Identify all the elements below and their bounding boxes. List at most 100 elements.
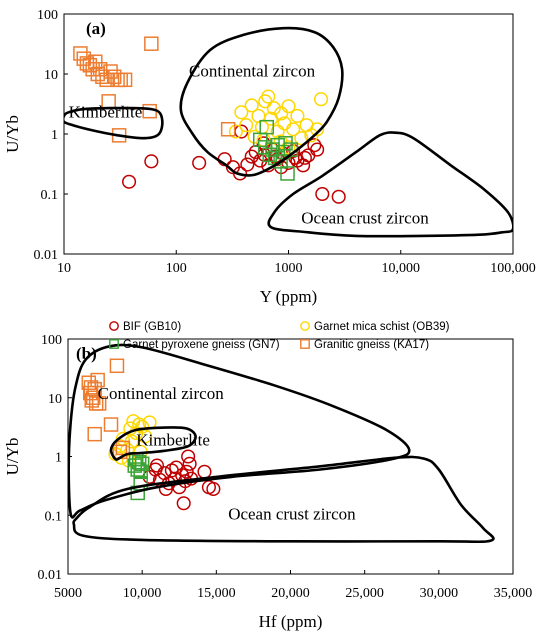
panel-b-garnet-pyroxene-gneiss-gn7-point [131,454,147,470]
panel-b-granitic-gneiss-ka17-point [103,417,119,432]
panel-a-garnet-mica-schist-ob39-point [314,92,329,107]
legend-item-granitic-gneiss-ka17: Granitic gneiss (KA17) [300,339,429,351]
panel-a-granitic-gneiss-ka17-point [144,36,159,51]
panel-b-x-tick-label: 20,000 [271,586,310,601]
panel-b-bif-gb10-point [169,460,184,475]
legend-label-garnet-pyroxene-gneiss-gn7: Garnet pyroxene gneiss (GN7) [123,339,280,351]
legend-item-bif-gb10: BIF (GB10) [109,321,181,333]
panel-b-granitic-gneiss-ka17-point [115,440,131,456]
panel-b: Continental zircon Kimberlite Ocean crust … [3,333,532,631]
panel-a-garnet-pyroxene-gneiss-gn7-point [280,166,295,181]
panel-a-garnet-mica-schist-ob39-point [228,124,243,139]
panel-a-granitic-gneiss-ka17-point [117,72,133,88]
panel-b-bif-gb10-point [181,449,196,464]
panel-a-garnet-mica-schist-ob39-point [234,105,249,120]
panel-a-label: (a) [86,19,106,38]
panel-a-region-label-kimberlite: Kimberlite [69,102,143,121]
panel-b-granitic-gneiss-ka17-point [87,426,102,442]
panel-b-bif-gb10-point [176,496,191,511]
panel-a-data-markers [73,36,346,204]
panel-a-bif-gb10-point [122,174,137,189]
panel-a-bif-gb10-point [286,143,301,159]
legend-marker-bif-gb10 [109,321,119,331]
panel-a-garnet-mica-schist-ob39-point [247,129,262,144]
panel-b-y-tick-label: 0.1 [45,509,63,524]
panel-b-x-tick-label: 5000 [54,586,82,601]
panel-a-y-tick-label: 100 [37,8,58,23]
panel-a-region-label-continental-zircon: Continental zircon [189,62,316,81]
panel-b-region-continental-zircon-outline [68,343,411,519]
panel-b-x-tick-label: 35,000 [494,586,533,601]
panel-b-region-kimberlite-outline [109,426,197,461]
legend-label-bif-gb10: BIF (GB10) [123,321,181,333]
panel-b-region-label-kimberlite: Kimberlite [136,430,210,449]
panel-a-granitic-gneiss-ka17-point [85,61,100,77]
panel-a-granitic-gneiss-ka17-point [95,69,110,84]
panel-b-granitic-gneiss-ka17-point [91,396,107,411]
panel-a-y-tick-label: 1 [51,128,58,143]
panel-b-garnet-mica-schist-ob39-point [135,419,150,434]
panel-a-y-tick-label: 0.1 [41,188,59,203]
panel-b-bif-gb10-point [206,481,221,497]
panel-b-y-tick-label: 100 [41,333,62,348]
panel-a-garnet-mica-schist-ob39-point [261,89,276,104]
panel-a-region-ocean-crust-zircon-outline [267,131,513,238]
panel-a: Continental zircon Kimberlite Ocean crust … [3,8,536,306]
panel-a-granitic-gneiss-ka17-point [99,72,114,88]
panel-a-bif-gb10-point [310,142,325,157]
panel-b-garnet-mica-schist-ob39-point [132,417,147,432]
panel-b-garnet-mica-schist-ob39-point [138,429,153,444]
panel-a-bif-gb10-point [144,154,159,169]
panel-a-garnet-pyroxene-gneiss-gn7-point [259,119,274,135]
panel-a-garnet-mica-schist-ob39-point [294,131,309,146]
panel-a-x-tick-label: 10,000 [382,261,421,276]
panel-a-garnet-mica-schist-ob39-point [274,106,289,121]
panel-a-x-axis-label: Y (ppm) [260,287,317,306]
panel-a-regions [64,26,513,238]
panel-b-x-tick-label: 15,000 [197,586,236,601]
legend-label-garnet-mica-schist-ob39: Garnet mica schist (OB39) [314,321,450,333]
panel-a-bif-gb10-point [192,155,207,170]
legend-marker-garnet-pyroxene-gneiss-gn7 [109,339,119,349]
panel-a-garnet-mica-schist-ob39-point [286,122,301,137]
panel-a-y-axis-label: U/Yb [3,115,22,153]
panel-b-garnet-pyroxene-gneiss-gn7-point [134,456,150,472]
panel-b-bif-gb10-point [149,458,165,473]
legend-marker-garnet-mica-schist-ob39 [300,321,310,331]
panel-a-y-tick-label: 10 [44,68,58,83]
panel-a-bif-gb10-point [240,157,255,172]
panel-a-garnet-mica-schist-ob39-point [266,101,281,116]
panel-a-x-tick-label: 10 [57,261,71,276]
panel-a-bif-gb10-point [315,186,330,202]
panel-a-y-tick-label: 0.01 [34,248,59,263]
panel-a-granitic-gneiss-ka17-point [82,57,98,73]
panel-b-regions [68,343,495,544]
panel-a-region-continental-zircon-outline [179,26,344,177]
panel-a-region-kimberlite-outline [64,106,164,140]
panel-a-granitic-gneiss-ka17-point [88,54,103,70]
panel-a-garnet-mica-schist-ob39-point [290,108,305,123]
panel-a-bif-gb10-point [232,166,248,181]
legend: BIF (GB10) Garnet mica schist (OB39) Garne… [109,321,450,351]
panel-b-y-axis-label: U/Yb [3,438,22,476]
legend-item-garnet-pyroxene-gneiss-gn7: Garnet pyroxene gneiss (GN7) [109,339,280,351]
panel-b-garnet-pyroxene-gneiss-gn7-point [130,462,145,477]
panel-a-x-tick-label: 1000 [275,261,303,276]
panel-b-bif-gb10-point [182,456,197,471]
panel-a-bif-gb10-point [297,150,312,165]
panel-b-granitic-gneiss-ka17-point [87,381,102,397]
panel-a-garnet-mica-schist-ob39-point [281,99,296,114]
panel-a-granitic-gneiss-ka17-point [220,121,236,137]
panel-b-granitic-gneiss-ka17-point [90,372,105,388]
panel-b-granitic-gneiss-ka17-point [109,358,125,374]
panel-b-bif-gb10-point [197,464,212,479]
panel-a-bif-gb10-point [331,189,346,204]
panel-b-x-tick-label: 10,000 [123,586,162,601]
panel-b-granitic-gneiss-ka17-point [84,393,99,408]
panel-b-garnet-pyroxene-gneiss-gn7-point [133,464,148,480]
panel-b-x-tick-label: 25,000 [345,586,384,601]
panel-b-x-axis-label: Hf (ppm) [259,612,323,631]
panel-a-garnet-mica-schist-ob39-point [239,118,254,133]
panel-b-x-tick-label: 30,000 [420,586,459,601]
panel-b-region-label-continental-zircon: Continental zircon [98,384,225,403]
